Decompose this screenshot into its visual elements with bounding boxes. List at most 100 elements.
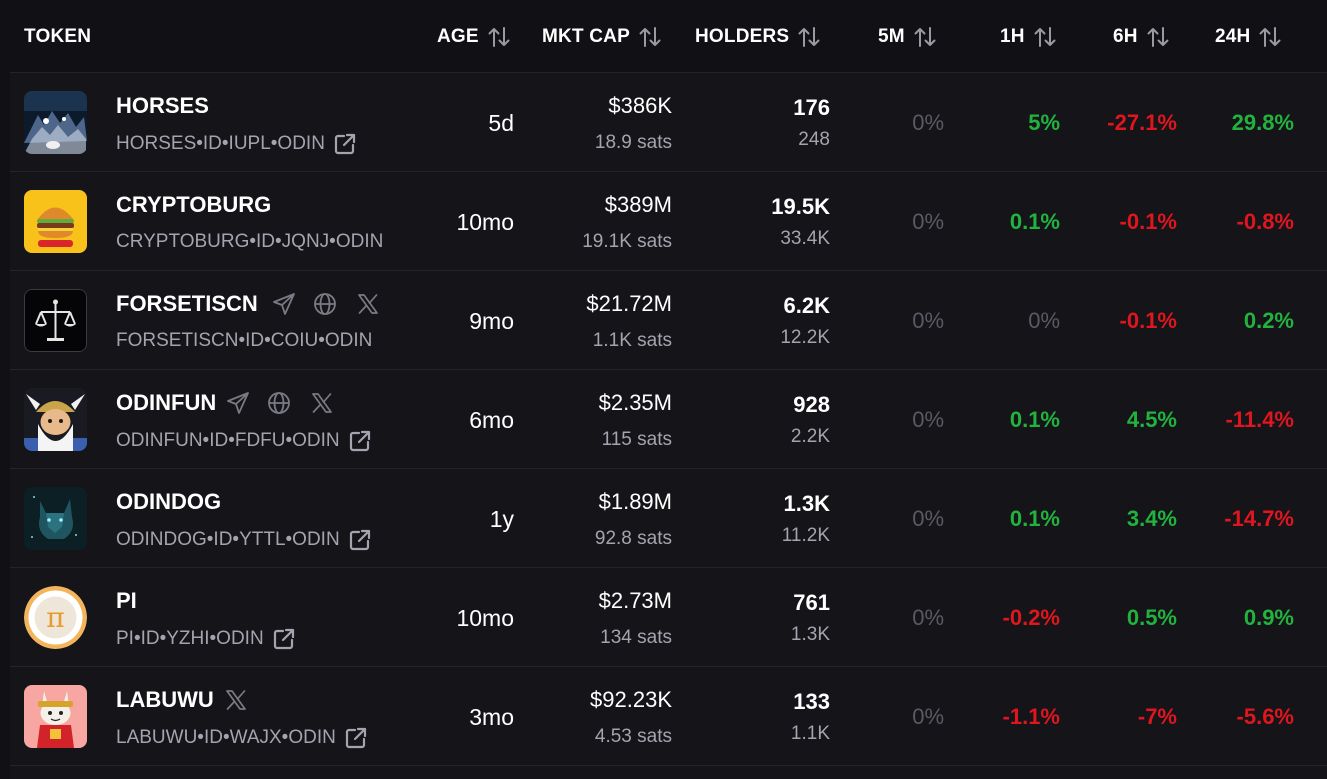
sort-icon[interactable] xyxy=(797,26,821,48)
token-id[interactable]: ODINDOG•ID•YTTL•ODIN xyxy=(116,528,372,552)
holders-count: 176 xyxy=(793,95,830,120)
change-24h: -5.6% xyxy=(1236,704,1294,729)
x-icon[interactable] xyxy=(310,391,334,415)
change-5m: 0% xyxy=(912,110,944,135)
sort-icon[interactable] xyxy=(487,26,511,48)
price-sats: 134 sats xyxy=(600,627,672,648)
token-id[interactable]: HORSES•ID•IUPL•ODIN xyxy=(116,132,357,156)
sort-icon[interactable] xyxy=(638,26,662,48)
change-1h: -0.2% xyxy=(1002,605,1060,630)
change-6h: -0.1% xyxy=(1119,308,1177,333)
price-sats: 115 sats xyxy=(601,429,672,450)
header-24h[interactable]: 24H xyxy=(1215,26,1282,48)
token-name[interactable]: CRYPTOBURG xyxy=(116,192,272,217)
table-header: TOKEN AGE MKT CAP HOLDERS 5M 1H 6H 24H xyxy=(10,0,1327,73)
market-cap: $389M xyxy=(604,192,672,217)
table-row-labuwu[interactable]: LABUWU LABUWU•ID•WAJX•ODIN 3mo $92.23K 4… xyxy=(10,667,1327,766)
change-24h: -11.4% xyxy=(1225,407,1295,432)
price-sats: 92.8 sats xyxy=(594,528,672,549)
token-id[interactable]: FORSETISCN•ID•COIU•ODIN xyxy=(116,330,373,351)
header-token: TOKEN xyxy=(24,26,92,47)
change-6h: 4.5% xyxy=(1126,407,1177,432)
scales-logo xyxy=(24,289,87,352)
change-5m: 0% xyxy=(912,704,944,729)
header-5m[interactable]: 5M xyxy=(878,26,937,48)
holders-secondary: 248 xyxy=(798,129,830,150)
horses-logo xyxy=(24,91,87,154)
change-5m: 0% xyxy=(912,407,944,432)
token-id[interactable]: CRYPTOBURG•ID•JQNJ•ODIN xyxy=(116,231,384,252)
table-row-pi[interactable]: π PI PI•ID•YZHI•ODIN 10mo $2.73M 134 sat… xyxy=(10,568,1327,667)
change-24h: 0.9% xyxy=(1243,605,1294,630)
change-6h: -0.1% xyxy=(1119,209,1177,234)
globe-icon[interactable] xyxy=(267,391,291,415)
change-1h: 0% xyxy=(1028,308,1060,333)
sort-icon[interactable] xyxy=(1146,26,1170,48)
external-link-icon[interactable] xyxy=(272,627,296,651)
change-5m: 0% xyxy=(912,605,944,630)
market-cap: $386K xyxy=(608,93,672,118)
sort-icon[interactable] xyxy=(913,26,937,48)
token-id[interactable]: PI•ID•YZHI•ODIN xyxy=(116,627,296,651)
holders-count: 133 xyxy=(793,689,830,714)
header-age[interactable]: AGE xyxy=(437,26,511,48)
change-24h: -0.8% xyxy=(1236,209,1294,234)
token-age: 10mo xyxy=(456,209,514,235)
sort-icon[interactable] xyxy=(1258,26,1282,48)
labuwu-logo xyxy=(24,685,87,748)
market-cap: $2.73M xyxy=(598,588,672,613)
viking-logo xyxy=(24,388,87,451)
market-cap: $21.72M xyxy=(586,291,672,316)
wolf-logo xyxy=(24,487,87,550)
token-name[interactable]: LABUWU xyxy=(116,687,248,713)
change-1h: -1.1% xyxy=(1002,704,1060,729)
table-row-forsetiscn[interactable]: FORSETISCN FORSETISCN•ID•COIU•ODIN 9mo $… xyxy=(10,271,1327,370)
price-sats: 4.53 sats xyxy=(594,726,672,747)
token-name[interactable]: HORSES xyxy=(116,93,209,118)
change-1h: 0.1% xyxy=(1009,407,1060,432)
holders-count: 1.3K xyxy=(783,491,830,516)
pi-logo: π xyxy=(24,586,87,649)
header-mkt-cap[interactable]: MKT CAP xyxy=(542,26,662,48)
external-link-icon[interactable] xyxy=(348,528,372,552)
change-24h: -14.7% xyxy=(1224,506,1294,531)
external-link-icon[interactable] xyxy=(344,726,368,750)
table-row-cryptoburg[interactable]: CRYPTOBURG CRYPTOBURG•ID•JQNJ•ODIN 10mo … xyxy=(10,172,1327,271)
token-age: 3mo xyxy=(469,704,514,730)
change-1h: 0.1% xyxy=(1009,209,1060,234)
change-6h: -7% xyxy=(1137,704,1177,729)
market-cap: $92.23K xyxy=(590,687,672,712)
holders-secondary: 33.4K xyxy=(780,228,830,249)
header-6h[interactable]: 6H xyxy=(1113,26,1170,48)
change-6h: -27.1% xyxy=(1107,110,1177,135)
holders-secondary: 11.2K xyxy=(781,525,830,546)
table-row-odinfun[interactable]: ODINFUN ODINFUN•ID•FDFU•ODIN 6mo $2.35M … xyxy=(10,370,1327,469)
token-id[interactable]: LABUWU•ID•WAJX•ODIN xyxy=(116,726,368,750)
token-name[interactable]: FORSETISCN xyxy=(116,291,380,317)
change-1h: 0.1% xyxy=(1009,506,1060,531)
header-1h[interactable]: 1H xyxy=(1000,26,1057,48)
market-cap: $2.35M xyxy=(598,390,672,415)
price-sats: 1.1K sats xyxy=(592,330,672,351)
token-age: 6mo xyxy=(469,407,514,433)
holders-secondary: 1.1K xyxy=(790,723,830,744)
token-name[interactable]: ODINFUN xyxy=(116,390,334,416)
table-row-odindog[interactable]: ODINDOG ODINDOG•ID•YTTL•ODIN 1y $1.89M 9… xyxy=(10,469,1327,568)
x-icon[interactable] xyxy=(356,292,380,316)
token-name[interactable]: PI xyxy=(116,588,137,613)
token-name[interactable]: ODINDOG xyxy=(116,489,222,514)
table-row-horses[interactable]: HORSES HORSES•ID•IUPL•ODIN 5d $386K 18.9… xyxy=(10,73,1327,172)
telegram-icon[interactable] xyxy=(226,391,250,415)
header-holders[interactable]: HOLDERS xyxy=(695,26,821,48)
token-id[interactable]: ODINFUN•ID•FDFU•ODIN xyxy=(116,429,372,453)
change-5m: 0% xyxy=(912,308,944,333)
external-link-icon[interactable] xyxy=(348,429,372,453)
token-table: TOKEN AGE MKT CAP HOLDERS 5M 1H 6H 24H H… xyxy=(10,0,1327,779)
external-link-icon[interactable] xyxy=(333,132,357,156)
sort-icon[interactable] xyxy=(1033,26,1057,48)
x-icon[interactable] xyxy=(224,688,248,712)
telegram-icon[interactable] xyxy=(272,292,296,316)
globe-icon[interactable] xyxy=(313,292,337,316)
market-cap: $1.89M xyxy=(598,489,672,514)
holders-count: 6.2K xyxy=(783,293,830,318)
